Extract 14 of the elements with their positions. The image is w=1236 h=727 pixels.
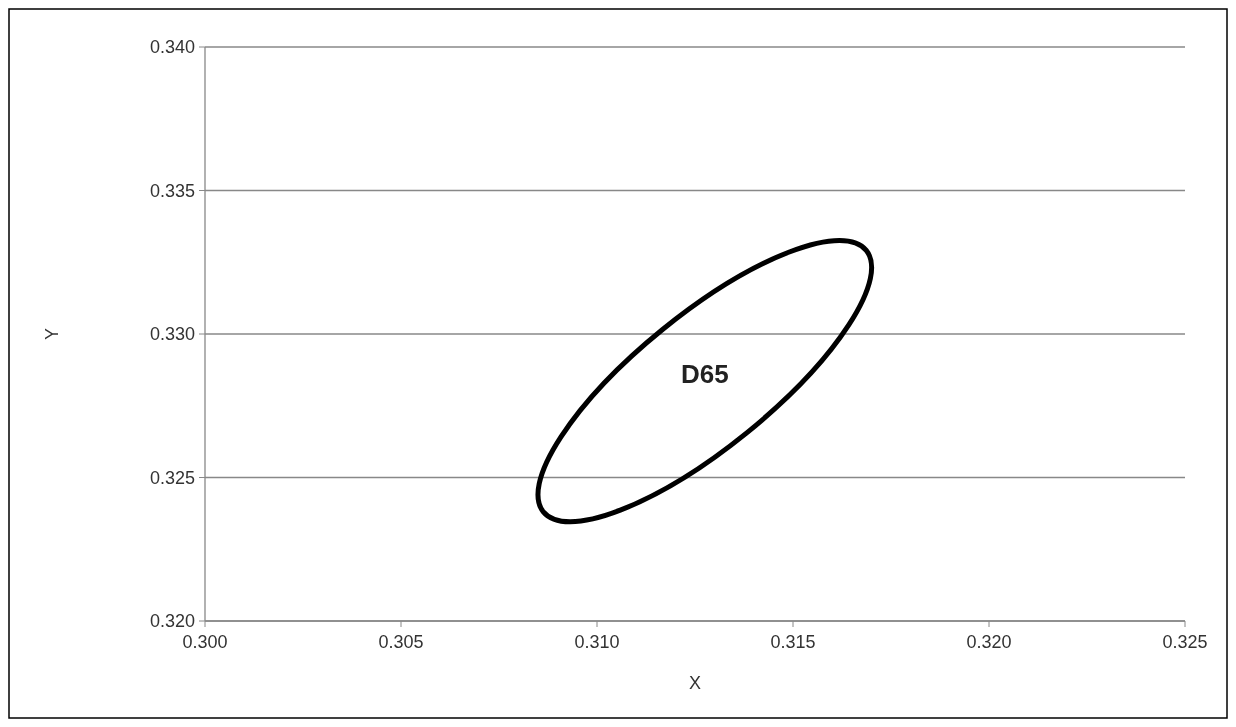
x-tick-label: 0.300 bbox=[182, 632, 228, 652]
y-tick-label: 0.330 bbox=[149, 324, 195, 345]
x-tick-label: 0.315 bbox=[770, 632, 816, 652]
y-tick-label: 0.320 bbox=[149, 611, 195, 632]
annotation: D65 bbox=[680, 359, 729, 390]
x-tick-label: 0.320 bbox=[966, 632, 1012, 652]
x-tick-label: 0.325 bbox=[1162, 632, 1208, 652]
y-tick-label: 0.325 bbox=[149, 467, 195, 488]
x-tick-label: 0.310 bbox=[574, 632, 620, 652]
y-axis-title: Y bbox=[42, 327, 62, 341]
x-tick-label: 0.305 bbox=[378, 632, 424, 652]
y-tick-label: 0.335 bbox=[149, 180, 195, 201]
x-axis-title: X bbox=[688, 673, 702, 693]
y-tick-label: 0.340 bbox=[149, 37, 195, 58]
